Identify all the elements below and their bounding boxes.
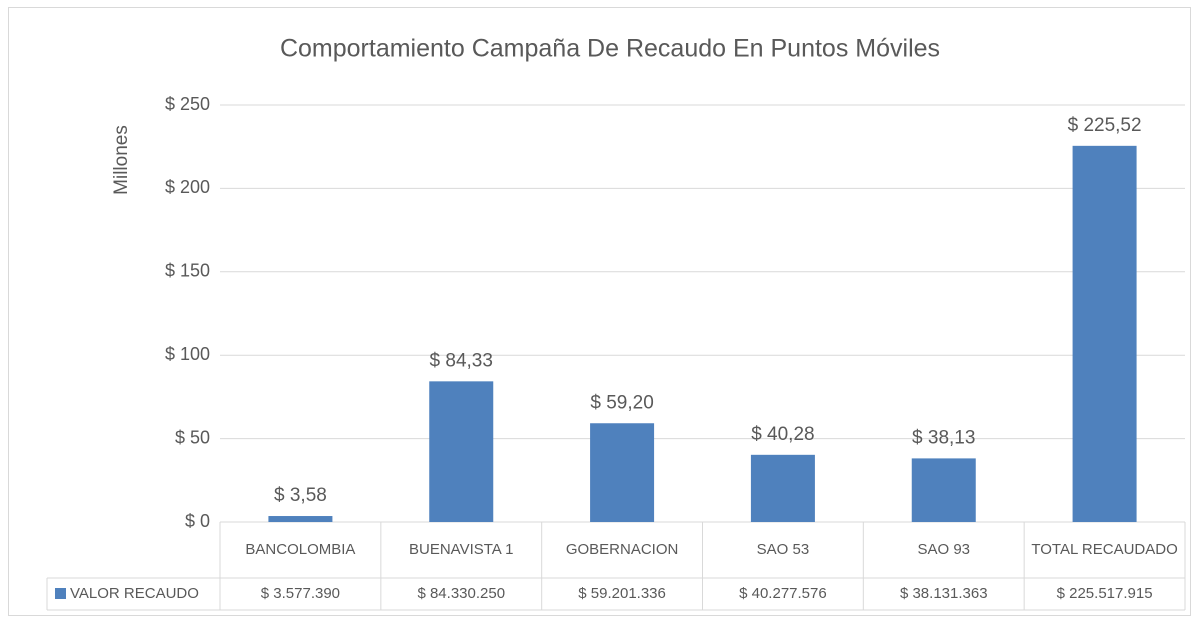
bar <box>1072 145 1137 522</box>
bar <box>750 454 815 522</box>
bar <box>911 458 976 522</box>
x-tick-label-box: BANCOLOMBIA <box>245 541 356 558</box>
table-value: $ 3.577.390 <box>261 585 340 602</box>
table-value: $ 84.330.250 <box>417 585 505 602</box>
x-tick-label: SAO 53 <box>756 541 810 558</box>
data-label: $ 40,28 <box>751 424 814 445</box>
legend-swatch <box>55 588 66 599</box>
x-tick-label: BANCOLOMBIA <box>245 541 356 558</box>
y-tick-label: $ 50 <box>175 427 210 447</box>
data-label: $ 225,52 <box>1068 115 1142 136</box>
y-tick-label: $ 250 <box>165 94 210 114</box>
data-label: $ 3,58 <box>274 485 327 506</box>
x-tick-label-box: SAO 53 <box>756 541 810 558</box>
x-tick-label: SAO 93 <box>917 541 970 558</box>
y-tick-label: $ 200 <box>165 177 210 197</box>
table-value: $ 225.517.915 <box>1057 585 1153 602</box>
data-label: $ 84,33 <box>430 350 493 371</box>
data-label: $ 59,20 <box>590 392 653 413</box>
bar <box>429 381 494 522</box>
bar <box>590 423 655 522</box>
table-value: $ 38.131.363 <box>900 585 988 602</box>
y-axis-label: Millones <box>111 125 132 195</box>
x-tick-label: TOTAL RECAUDADO <box>1031 541 1178 558</box>
x-tick-label: GOBERNACION <box>565 541 679 558</box>
y-tick-label: $ 150 <box>165 261 210 281</box>
x-tick-label-box: TOTAL RECAUDADO <box>1031 541 1178 558</box>
y-tick-label: $ 0 <box>185 511 210 531</box>
x-tick-label-box: SAO 93 <box>917 541 970 558</box>
data-label: $ 38,13 <box>912 427 975 448</box>
chart-title: Comportamiento Campaña De Recaudo En Pun… <box>280 35 940 63</box>
x-tick-label-box: GOBERNACION <box>565 541 679 558</box>
y-tick-label: $ 100 <box>165 344 210 364</box>
legend-label: VALOR RECAUDO <box>70 585 199 602</box>
table-value: $ 40.277.576 <box>739 585 827 602</box>
table-value: $ 59.201.336 <box>578 585 666 602</box>
bar <box>268 516 333 522</box>
x-tick-label: BUENAVISTA 1 <box>409 541 514 558</box>
x-tick-label-box: BUENAVISTA 1 <box>409 541 514 558</box>
